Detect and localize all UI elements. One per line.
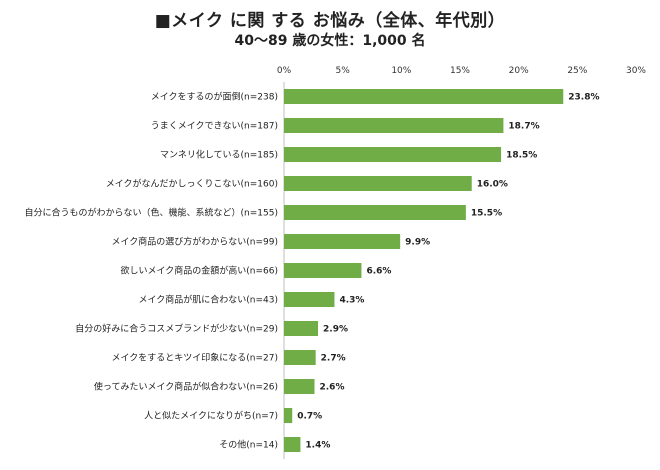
category-label: メイク商品が肌に合わない(n=43): [138, 294, 278, 306]
bar: [284, 321, 319, 336]
data-label: 0.7%: [297, 412, 322, 422]
bar: [284, 292, 335, 307]
x-tick-label: 30%: [626, 66, 646, 76]
data-label: 16.0%: [477, 180, 508, 190]
category-label: マンネリ化している(n=185): [160, 149, 278, 161]
x-tick-label: 25%: [567, 66, 587, 76]
bar: [284, 176, 472, 191]
bar: [284, 379, 315, 394]
category-label: その他(n=14): [219, 439, 278, 451]
data-label: 2.7%: [321, 354, 346, 364]
x-tick-label: 5%: [336, 66, 351, 76]
category-label: メイクをするのが面倒(n=238): [151, 91, 278, 103]
bar: [284, 118, 504, 133]
data-label: 4.3%: [339, 296, 364, 306]
x-tick-label: 20%: [509, 66, 529, 76]
bar: [284, 408, 293, 423]
bar: [284, 350, 316, 365]
chart-title: ■メイク に関 する お悩み（全体、年代別）: [154, 11, 506, 31]
data-label: 6.6%: [366, 267, 391, 277]
bar: [284, 234, 401, 249]
data-label: 9.9%: [405, 238, 430, 248]
data-label: 2.9%: [323, 325, 348, 335]
data-label: 18.7%: [508, 122, 539, 132]
category-label: うまくメイクできない(n=187): [151, 121, 278, 132]
data-label: 1.4%: [305, 441, 330, 451]
category-label: メイクがなんだかしっくりこない(n=160): [106, 178, 278, 190]
x-tick-label: 0%: [277, 66, 292, 76]
category-label: メイク商品の選び方がわからない(n=99): [111, 236, 278, 248]
data-label: 23.8%: [568, 93, 599, 103]
bar: [284, 89, 564, 104]
category-label: 自分に合うものがわからない（色、機能、系統など）(n=155): [25, 207, 278, 219]
data-label: 15.5%: [471, 209, 502, 219]
bar: [284, 205, 466, 220]
category-label: 人と似たメイクになりがち(n=7): [144, 410, 278, 422]
category-label: 自分の好みに合うコスメブランドが少ない(n=29): [75, 323, 278, 335]
category-label: メイクをするとキツイ印象になる(n=27): [111, 352, 278, 364]
bar: [284, 263, 362, 278]
bar: [284, 147, 502, 162]
x-tick-label: 10%: [391, 66, 411, 76]
bar: [284, 437, 301, 452]
data-label: 18.5%: [506, 151, 537, 161]
x-tick-label: 15%: [450, 66, 470, 76]
category-label: 欲しいメイク商品の金額が高い(n=66): [120, 265, 278, 277]
chart-subtitle: 40〜89 歳の女性：1,000 名: [234, 33, 426, 49]
data-label: 2.6%: [320, 383, 345, 393]
category-label: 使ってみたいメイク商品が似合わない(n=26): [94, 381, 278, 393]
